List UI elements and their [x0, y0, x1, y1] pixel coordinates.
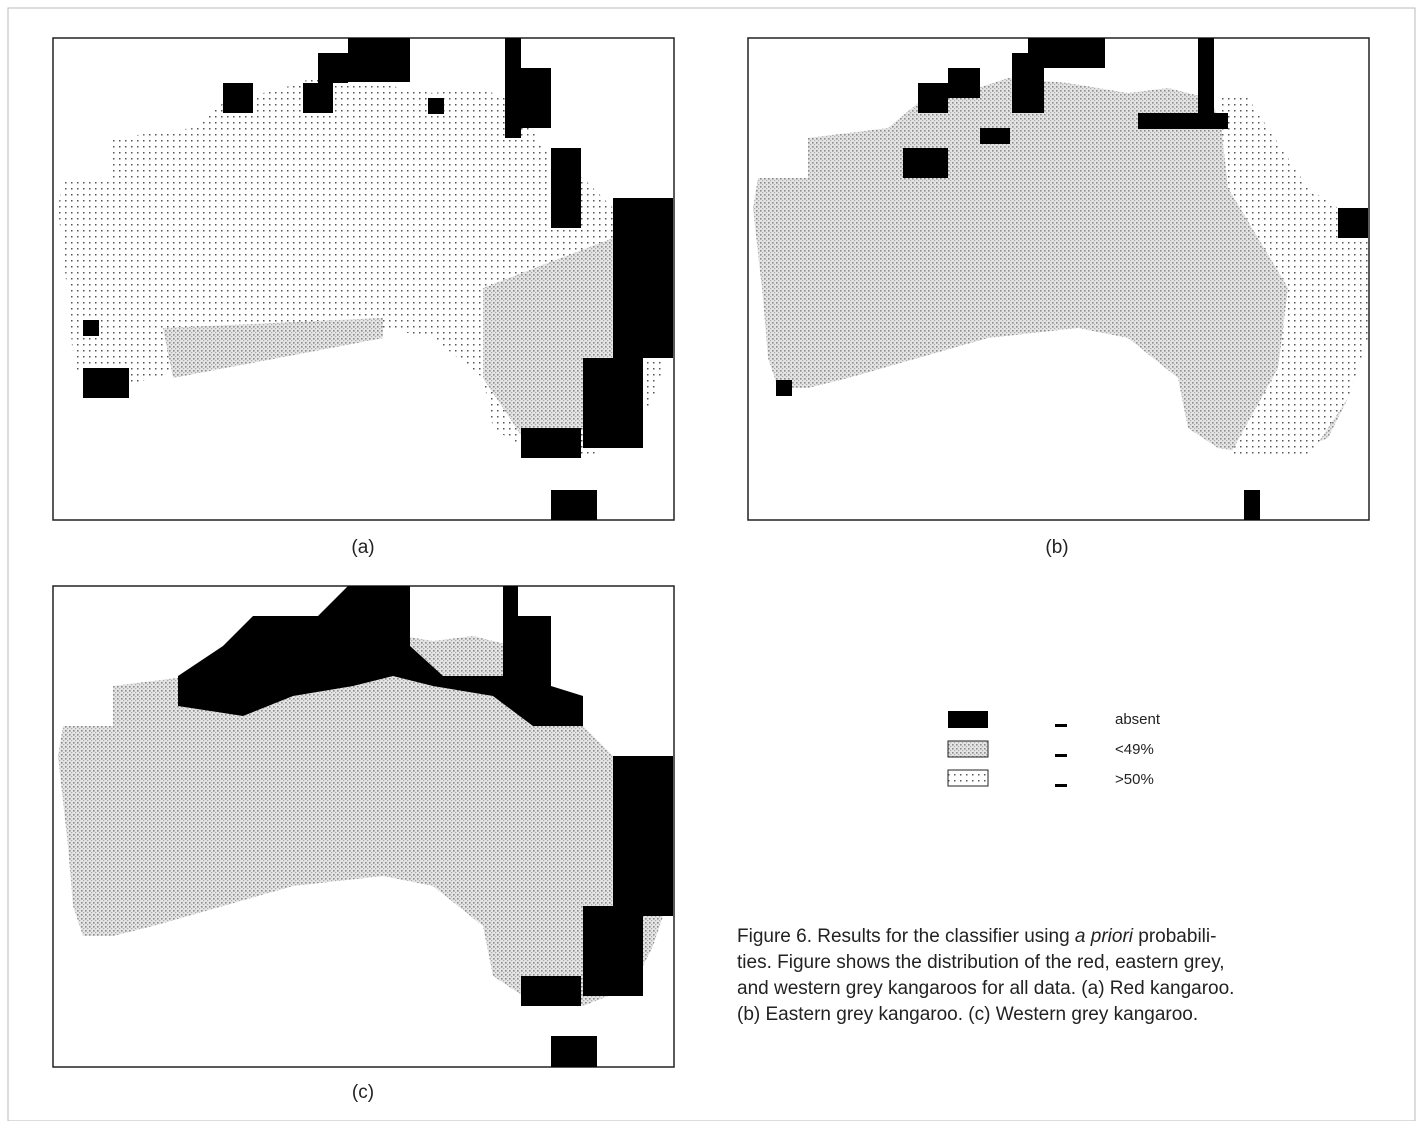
legend-label: absent [1115, 711, 1161, 728]
caption-text: Figure 6. Results for the classifier usi… [737, 926, 1075, 947]
caption-emphasis: a priori [1075, 926, 1134, 947]
legend-label: >50% [1115, 771, 1154, 788]
map-b [748, 38, 1369, 520]
map-c [53, 586, 674, 1067]
caption: Figure 6. Results for the classifier usi… [737, 926, 1234, 1025]
map-a [53, 38, 674, 520]
legend-dash [1055, 784, 1067, 787]
legend: absent <49% >50% [948, 711, 1161, 788]
panel-label: (b) [1045, 537, 1068, 558]
legend-label: <49% [1115, 741, 1154, 758]
legend-swatch [948, 741, 988, 757]
caption-text: probabili- [1133, 926, 1216, 947]
caption-line: (b) Eastern grey kangaroo. (c) Western g… [737, 1004, 1198, 1025]
legend-swatch [948, 770, 988, 786]
legend-dash [1055, 754, 1067, 757]
legend-dash [1055, 724, 1067, 727]
panel-label: (c) [352, 1082, 374, 1103]
caption-line: and western grey kangaroos for all data.… [737, 978, 1234, 999]
legend-swatch [948, 711, 988, 728]
caption-line: Figure 6. Results for the classifier usi… [737, 926, 1216, 947]
panel-label: (a) [351, 537, 374, 558]
caption-line: ties. Figure shows the distribution of t… [737, 952, 1225, 973]
figure-page: (a) (b) (c) absent <49% >50% [0, 0, 1423, 1121]
